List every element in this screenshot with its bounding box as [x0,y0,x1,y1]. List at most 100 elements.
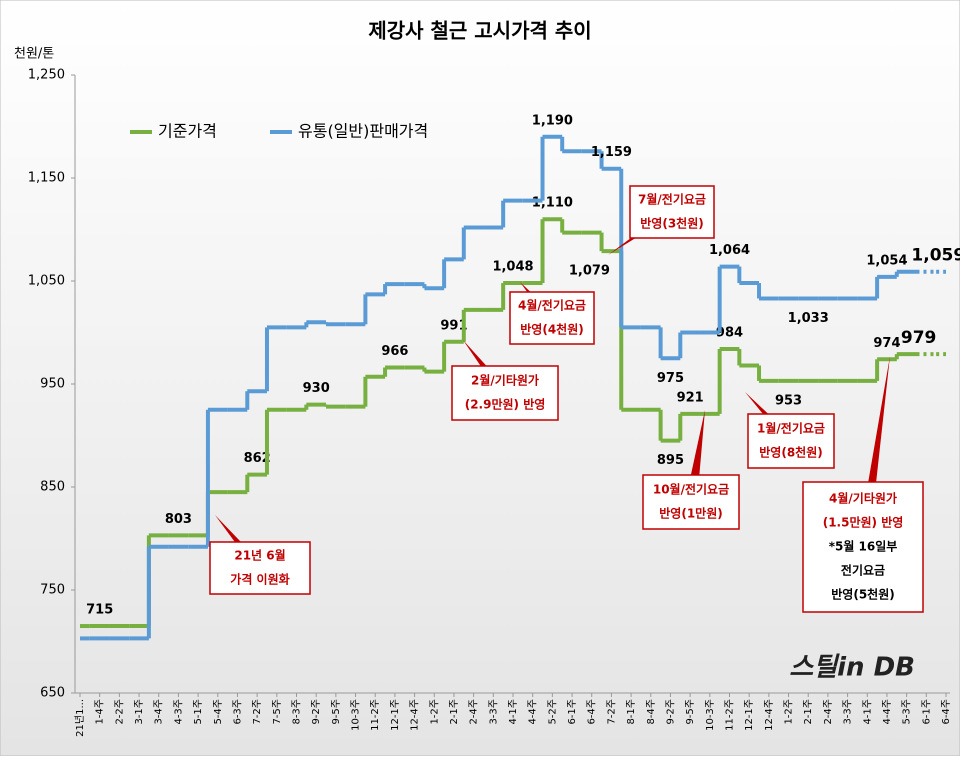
callout-text: 7월/전기요금 [638,192,706,207]
callout-text: *5월 16일부 [829,539,898,554]
y-tick-label: 950 [40,377,65,392]
x-tick-label: 21년1... [74,699,86,737]
y-tick-label: 1,150 [28,171,65,186]
x-tick-label: 2-2주 [114,699,125,725]
callout-box [747,413,835,469]
x-tick-label: 8-1주 [626,699,637,725]
callout-text: 반영(3천원) [640,216,703,231]
x-tick-label: 6-4주 [941,699,952,725]
data-label: 974 [873,336,900,351]
callout-box [209,541,311,595]
x-tick-label: 9-5주 [685,699,696,725]
x-tick-label: 4-3주 [173,699,184,725]
x-tick-label: 6-4주 [587,699,598,725]
x-tick-label: 5-2주 [547,699,558,725]
data-label: 921 [677,390,704,405]
callout-box [642,474,740,530]
x-tick-label: 6-1주 [567,699,578,725]
x-tick-label: 4-4주 [882,699,893,725]
x-tick-label: 12-1주 [390,699,401,731]
data-label: 979 [901,328,937,348]
x-tick-label: 7-5주 [272,699,283,725]
callout-box [802,481,924,613]
callout-text: 4월/전기요금 [518,298,586,313]
data-label: 1,190 [532,113,573,128]
x-tick-label: 7-2주 [606,699,617,725]
y-tick-label: 650 [40,686,65,701]
x-tick-label: 6-1주 [921,699,932,725]
callout-box [451,365,559,421]
callout-text: (2.9만원) 반영 [465,397,546,412]
data-label: 991 [440,318,467,333]
callout-text: 반영(8천원) [759,445,822,460]
x-tick-label: 3-1주 [134,699,145,725]
data-label: 930 [303,381,330,396]
x-tick-label: 3-3주 [488,699,499,725]
x-tick-label: 2-4주 [823,699,834,725]
x-tick-label: 12-1주 [744,699,755,731]
x-tick-label: 6-3주 [232,699,243,725]
data-label: 715 [86,603,113,618]
data-label: 1,048 [492,260,533,275]
x-tick-label: 1-2주 [784,699,795,725]
data-label: 984 [716,325,743,340]
x-tick-label: 11-2주 [725,699,736,731]
data-label: 1,054 [866,253,907,268]
x-tick-label: 1-4주 [95,699,106,725]
x-tick-label: 2-1주 [803,699,814,725]
callout-text: 21년 6월 [234,548,285,563]
callout-text: 4월/기타원가 [829,491,897,506]
callout-box [509,291,595,345]
callout-text: 1월/전기요금 [757,421,825,436]
data-label: 975 [657,371,684,386]
callout-text: 반영(5천원) [831,587,894,602]
callout-text: 반영(4천원) [520,322,583,337]
legend-label: 기준가격 [158,122,217,141]
data-label: 953 [775,393,802,408]
y-tick-label: 850 [40,480,65,495]
x-tick-label: 5-1주 [193,699,204,725]
data-label: 803 [165,512,192,527]
x-tick-label: 11-2주 [370,699,381,731]
x-tick-label: 4-4주 [528,699,539,725]
x-tick-label: 9-5주 [331,699,342,725]
callout-text: 반영(1만원) [659,506,722,521]
data-label: 966 [381,344,408,359]
data-label: 1,159 [591,145,632,160]
x-tick-label: 5-3주 [902,699,913,725]
y-tick-label: 1,250 [28,68,65,83]
data-label: 862 [244,451,271,466]
x-tick-label: 12-4주 [410,699,421,731]
x-tick-label: 4-1주 [862,699,873,725]
callout-text: 2월/기타원가 [471,373,539,388]
x-tick-label: 4-1주 [508,699,519,725]
data-label: 1,079 [569,264,610,279]
callout-text: (1.5만원) 반영 [823,515,904,530]
data-label: 895 [657,453,684,468]
x-tick-label: 3-3주 [843,699,854,725]
x-tick-label: 1-2주 [429,699,440,725]
x-tick-label: 10-3주 [351,699,362,731]
x-tick-label: 8-3주 [292,699,303,725]
chart-title: 제강사 철근 고시가격 추이 [368,19,591,43]
y-tick-label: 750 [40,583,65,598]
x-tick-label: 9-2주 [311,699,322,725]
logo: 스틸in DB [789,653,915,683]
x-tick-label: 8-4주 [646,699,657,725]
x-tick-label: 9-2주 [665,699,676,725]
x-tick-label: 2-4주 [469,699,480,725]
callout-text: 가격 이원화 [230,572,289,587]
x-tick-label: 10-3주 [705,699,716,731]
x-tick-label: 7-2주 [252,699,263,725]
callout-text: 전기요금 [841,563,885,578]
y-axis-label: 천원/톤 [14,47,54,62]
data-label: 1,059 [911,246,960,266]
callout-text: 10월/전기요금 [653,482,729,497]
data-label: 1,064 [709,243,750,258]
data-label: 1,110 [532,196,573,211]
legend-label: 유통(일반)판매가격 [298,122,428,141]
callout-box [629,185,715,239]
x-tick-label: 5-4주 [213,699,224,725]
y-tick-label: 1,050 [28,274,65,289]
